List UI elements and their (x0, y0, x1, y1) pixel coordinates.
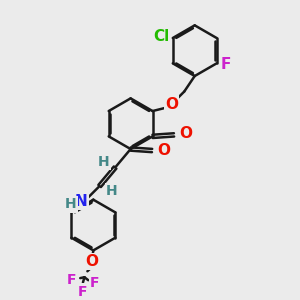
Text: O: O (165, 97, 178, 112)
Text: F: F (221, 57, 231, 72)
Text: O: O (157, 143, 170, 158)
Text: F: F (90, 276, 100, 289)
Text: F: F (77, 284, 87, 298)
Text: N: N (75, 194, 88, 209)
Text: H: H (98, 155, 110, 169)
Text: O: O (179, 126, 192, 141)
Text: H: H (65, 197, 76, 212)
Text: F: F (67, 273, 77, 286)
Text: H: H (106, 184, 117, 198)
Text: O: O (85, 254, 98, 269)
Text: Cl: Cl (153, 29, 170, 44)
